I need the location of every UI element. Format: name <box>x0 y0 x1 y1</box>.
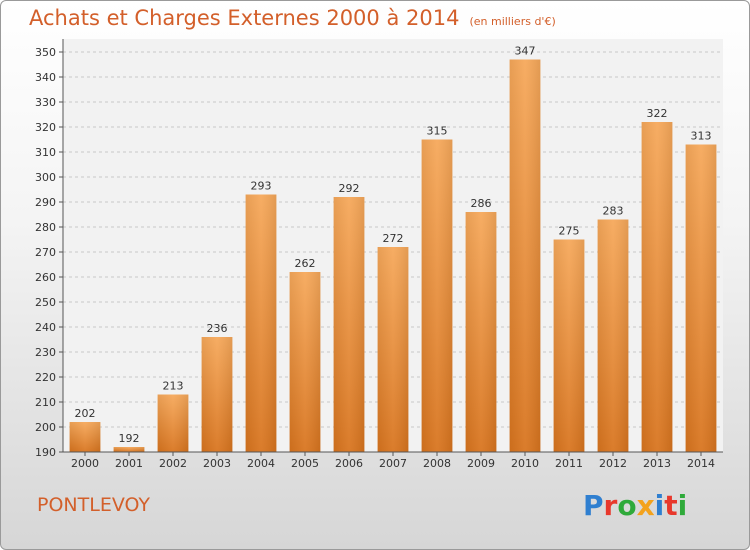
data-label: 202 <box>75 407 96 420</box>
x-tick-label: 2005 <box>291 457 319 470</box>
x-tick-label: 2008 <box>423 457 451 470</box>
y-tick-label: 190 <box>35 446 56 459</box>
data-label: 315 <box>427 125 448 138</box>
x-tick-label: 2000 <box>71 457 99 470</box>
y-tick-label: 270 <box>35 246 56 259</box>
x-tick-label: 2010 <box>511 457 539 470</box>
x-axis: 2000 2001 2002 2003 2004 2005 2006 2007 2008 2009… <box>63 451 723 470</box>
x-tick-label: 2002 <box>159 457 187 470</box>
bar-shading <box>289 272 321 452</box>
bar-shading <box>421 139 453 452</box>
data-label: 236 <box>207 322 228 335</box>
y-tick-label: 320 <box>35 121 56 134</box>
y-tick-label: 300 <box>35 171 56 184</box>
logo-letter: i <box>677 489 688 522</box>
bar-shading <box>685 144 717 452</box>
y-tick-label: 340 <box>35 71 56 84</box>
logo-letter: t <box>664 489 678 522</box>
data-labels: 202 192 213 236 293 262 292 272 315 286 347 275 283 3… <box>75 45 712 446</box>
bar-shading <box>333 197 365 452</box>
bar-shading <box>641 122 673 452</box>
y-tick-label: 350 <box>35 46 56 59</box>
bar-shading <box>553 239 585 452</box>
data-label: 283 <box>603 205 624 218</box>
x-tick-label: 2006 <box>335 457 363 470</box>
logo-letter: i <box>654 489 665 522</box>
x-tick-label: 2014 <box>687 457 715 470</box>
bar-shading <box>245 194 277 452</box>
data-label: 275 <box>559 225 580 238</box>
bar-shading <box>201 337 233 452</box>
x-tick-label: 2003 <box>203 457 231 470</box>
data-label: 213 <box>163 380 184 393</box>
data-label: 313 <box>691 130 712 143</box>
y-tick-label: 210 <box>35 396 56 409</box>
y-tick-label: 220 <box>35 371 56 384</box>
bar-shading <box>509 59 541 452</box>
y-tick-label: 230 <box>35 346 56 359</box>
proxiti-logo: Proxiti <box>583 489 687 522</box>
place-name: PONTLEVOY <box>37 494 151 516</box>
data-label: 192 <box>119 432 140 445</box>
y-tick-label: 240 <box>35 321 56 334</box>
bar-shading <box>465 212 497 452</box>
bar-shading <box>157 394 189 452</box>
logo-letter: r <box>603 489 618 522</box>
data-label: 322 <box>647 107 668 120</box>
y-tick-label: 260 <box>35 271 56 284</box>
x-tick-label: 2007 <box>379 457 407 470</box>
x-tick-label: 2001 <box>115 457 143 470</box>
logo-letter: o <box>617 489 637 522</box>
y-tick-label: 290 <box>35 196 56 209</box>
x-tick-label: 2004 <box>247 457 275 470</box>
logo-letter: x <box>636 489 655 522</box>
y-axis: 190 200 210 220 230 240 250 260 270 280 290 300 310 3… <box>35 39 64 459</box>
y-tick-label: 310 <box>35 146 56 159</box>
logo-letter: P <box>583 489 604 522</box>
y-tick-label: 330 <box>35 96 56 109</box>
data-label: 292 <box>339 182 360 195</box>
bar-shading <box>377 247 409 452</box>
data-label: 272 <box>383 232 404 245</box>
chart-title-text: Achats et Charges Externes 2000 à 2014 <box>29 6 460 30</box>
y-tick-label: 280 <box>35 221 56 234</box>
y-tick-label: 200 <box>35 421 56 434</box>
bar-shading <box>69 422 101 452</box>
data-label: 286 <box>471 197 492 210</box>
data-label: 347 <box>515 45 536 58</box>
data-label: 262 <box>295 257 316 270</box>
x-tick-label: 2013 <box>643 457 671 470</box>
bar-shading <box>597 219 629 452</box>
x-tick-label: 2009 <box>467 457 495 470</box>
bars <box>69 59 717 452</box>
x-tick-label: 2011 <box>555 457 583 470</box>
chart-subtitle: (en milliers d'€) <box>469 15 556 28</box>
data-label: 293 <box>251 180 272 193</box>
chart-title: Achats et Charges Externes 2000 à 2014 (e… <box>29 6 556 30</box>
x-tick-label: 2012 <box>599 457 627 470</box>
bar-shading <box>113 447 145 452</box>
y-tick-label: 250 <box>35 296 56 309</box>
